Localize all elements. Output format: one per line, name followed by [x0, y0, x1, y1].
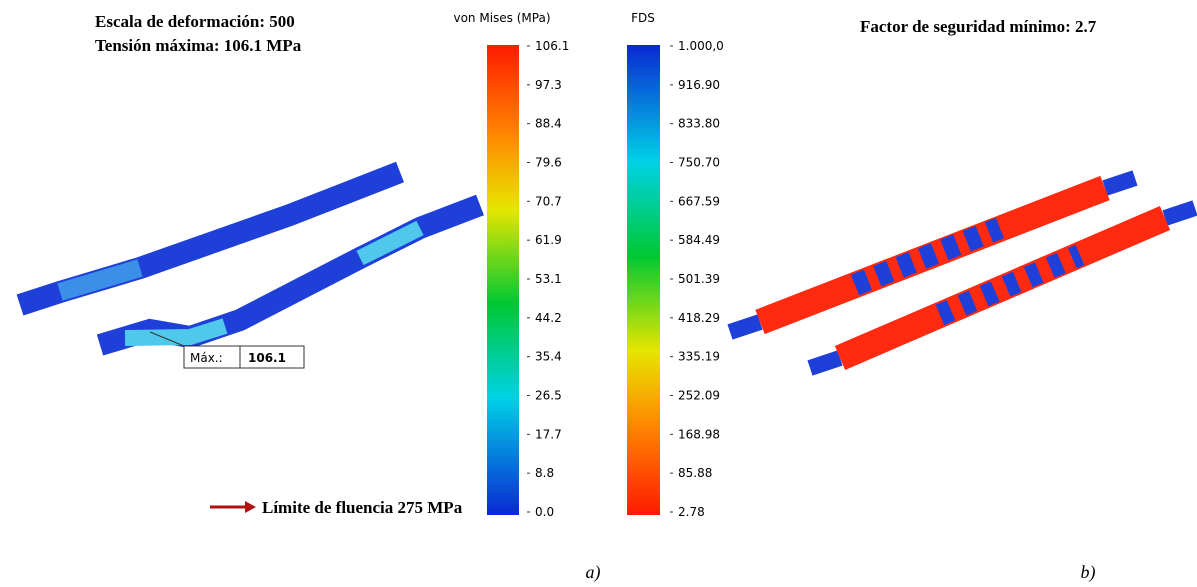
von-mises-label: 0.0: [535, 505, 554, 519]
von-mises-label: 8.8: [535, 466, 554, 480]
callout-label: Máx.:: [190, 351, 223, 365]
panel-b-model: [730, 178, 1195, 368]
figure: Escala de deformación: 500 Tensión máxim…: [0, 0, 1197, 587]
von-mises-label: 61.9: [535, 233, 562, 247]
arrow-head: [245, 501, 256, 513]
fds-title: FDS: [631, 11, 655, 25]
fds-colorbar: [627, 45, 660, 515]
fds-label: 168.98: [678, 427, 720, 441]
fds-label: 1.000,0: [678, 39, 724, 53]
von-mises-label: 88.4: [535, 117, 562, 131]
von-mises-label: 44.2: [535, 311, 562, 325]
fds-label: 252.09: [678, 389, 720, 403]
caption-a: a): [586, 562, 601, 583]
von-mises-label: 97.3: [535, 78, 562, 92]
von-mises-label: 26.5: [535, 389, 562, 403]
von-mises-label: 17.7: [535, 427, 562, 441]
von-mises-label: 70.7: [535, 194, 562, 208]
fds-label: 501.39: [678, 272, 720, 286]
shaft-stress: [125, 228, 420, 338]
shaft-stress: [60, 268, 140, 292]
von-mises-label: 53.1: [535, 272, 562, 286]
fds-label: 335.19: [678, 350, 720, 364]
fds-label: 584.49: [678, 233, 720, 247]
fds-label: 418.29: [678, 311, 720, 325]
von-mises-label: 35.4: [535, 350, 562, 364]
yield-limit: Límite de fluencia 275 MPa: [262, 498, 463, 517]
max-stress: Tensión máxima: 106.1 MPa: [95, 36, 302, 55]
deformation-scale: Escala de deformación: 500: [95, 12, 295, 31]
von-mises-colorbar: [487, 45, 519, 515]
caption-b: b): [1081, 562, 1096, 583]
panel-a-model: [20, 172, 480, 513]
fds-label: 85.88: [678, 466, 712, 480]
fds-label: 916.90: [678, 78, 720, 92]
fds-label: 667.59: [678, 194, 720, 208]
min-safety-factor: Factor de seguridad mínimo: 2.7: [860, 17, 1097, 36]
fds-label: 750.70: [678, 156, 720, 170]
von-mises-title: von Mises (MPa): [453, 11, 550, 25]
von-mises-label: 79.6: [535, 156, 562, 170]
callout-value: 106.1: [248, 351, 286, 365]
fds-label: 2.78: [678, 505, 705, 519]
fds-label: 833.80: [678, 117, 720, 131]
von-mises-label: 106.1: [535, 39, 569, 53]
